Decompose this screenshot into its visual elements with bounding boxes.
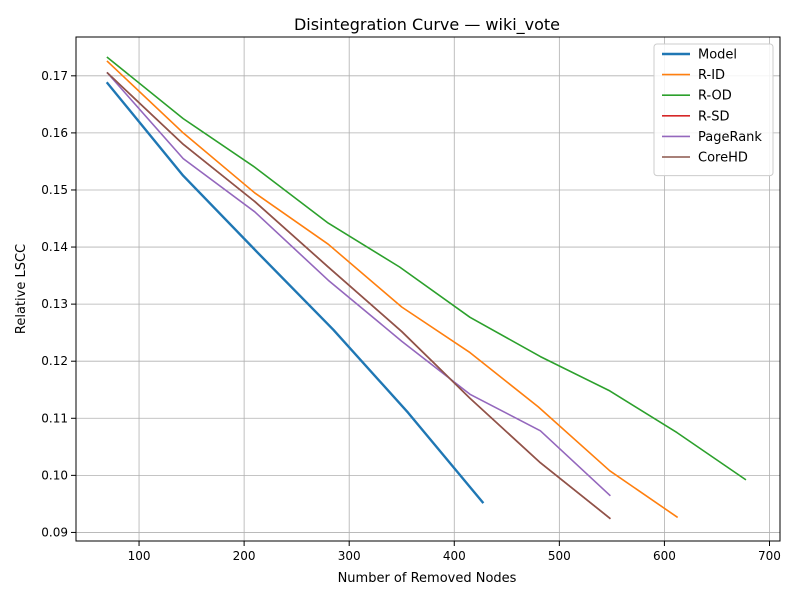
x-tick-label: 700 bbox=[758, 549, 781, 563]
y-tick-label: 0.16 bbox=[41, 126, 68, 140]
x-tick-label: 500 bbox=[548, 549, 571, 563]
series-line-r-od bbox=[106, 56, 747, 481]
legend-label-pagerank: PageRank bbox=[698, 130, 762, 145]
legend-label-corehd: CoreHD bbox=[698, 151, 748, 166]
chart-title: Disintegration Curve — wiki_vote bbox=[294, 15, 560, 35]
y-tick-label: 0.13 bbox=[41, 297, 68, 311]
y-tick-label: 0.15 bbox=[41, 183, 68, 197]
legend-box bbox=[653, 43, 774, 177]
x-tick-label: 300 bbox=[338, 549, 361, 563]
series-layer bbox=[105, 56, 747, 520]
y-tick-label: 0.09 bbox=[41, 525, 68, 539]
x-tick-label: 200 bbox=[233, 549, 256, 563]
y-axis-label: Relative LSCC bbox=[14, 244, 29, 334]
y-tick-label: 0.14 bbox=[41, 240, 68, 254]
y-tick-label: 0.17 bbox=[41, 69, 68, 83]
series-line-r-id bbox=[106, 60, 679, 519]
series-line-corehd bbox=[106, 71, 611, 520]
legend-label-r-od: R-OD bbox=[698, 89, 732, 104]
legend: Model R-ID R-OD R-SD PageRank CoreHD bbox=[653, 43, 774, 177]
y-tick-label: 0.10 bbox=[41, 468, 68, 482]
series-line-pagerank bbox=[106, 71, 611, 497]
legend-label-r-sd: R-SD bbox=[698, 109, 729, 124]
x-tick-label: 100 bbox=[128, 549, 151, 563]
series-line-model bbox=[105, 81, 485, 504]
legend-label-r-id: R-ID bbox=[698, 68, 725, 83]
x-tick-label: 400 bbox=[443, 549, 466, 563]
legend-label-model: Model bbox=[698, 48, 737, 63]
x-axis-label: Number of Removed Nodes bbox=[338, 571, 517, 586]
x-tick-label: 600 bbox=[653, 549, 676, 563]
y-tick-label: 0.11 bbox=[41, 411, 68, 425]
y-tick-label: 0.12 bbox=[41, 354, 68, 368]
tick-layer: 100 200 300 400 500 600 700 0.09 0.10 0.11 0.12 0.1… bbox=[41, 69, 781, 563]
plot-frame bbox=[75, 36, 781, 542]
